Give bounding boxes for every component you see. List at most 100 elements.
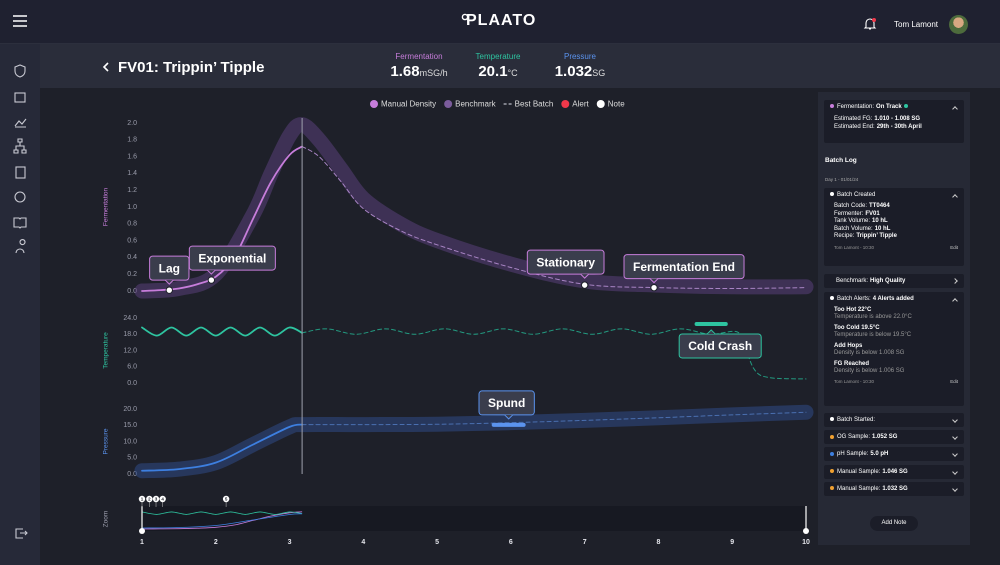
note-marker[interactable] [222, 495, 230, 503]
zoom-handle-knob[interactable] [803, 528, 809, 534]
legend-swatch [444, 100, 453, 108]
author: Tom Lamont - 10:30 [834, 245, 875, 250]
log-entry: pH Sample: 5.0 pH [824, 447, 964, 462]
chevron[interactable] [952, 468, 958, 475]
axis-label: Fermentation [103, 187, 110, 226]
chevron[interactable] [952, 417, 958, 423]
back-button[interactable] [102, 62, 110, 72]
log-entry: Manual Sample: 1.032 SG [824, 481, 964, 496]
nav-icon[interactable] [14, 118, 27, 128]
edit-link[interactable]: Edit [950, 379, 958, 384]
log-day: Day 1 - 01/01/24 [825, 177, 859, 182]
field-label: Estimated End: [834, 124, 875, 130]
field-value: 10 hL [872, 218, 888, 224]
chart: Manual Density Benchmark Best Batch Alert No… [103, 100, 814, 546]
alert-item: Too Cold 19.5°C Temperature is below 19.5… [830, 325, 958, 338]
metric: Temperature 20.1°C [448, 52, 548, 81]
button-label: Add Note [881, 520, 907, 526]
note-marker[interactable] [138, 495, 146, 503]
metric-label: Pressure [563, 52, 596, 61]
chevron[interactable] [952, 434, 958, 441]
legend-swatch [561, 100, 570, 108]
data-line [301, 146, 807, 289]
benchmark-card: Benchmark: High Quality [824, 274, 964, 288]
axis-label: Pressure [103, 428, 110, 454]
y-tick-label: 1.8 [127, 137, 137, 144]
callout-box [678, 333, 762, 359]
field-value: 4 Alerts added [872, 296, 914, 302]
created-card: Batch Created Batch Code: TT0464 Fermenter:… [824, 188, 964, 266]
callout-label: Lag [159, 261, 180, 275]
benchmark-row: Benchmark: High Quality [830, 278, 958, 284]
data-line [301, 328, 807, 380]
field-value: FV01 [865, 210, 880, 217]
field-label: Batch Alerts: [837, 296, 871, 302]
legend-swatch [596, 100, 605, 108]
y-tick-label: 0.2 [127, 271, 137, 278]
note-marker[interactable] [146, 495, 153, 503]
benchmark-band [134, 404, 814, 479]
x-tick-label: 2 [214, 539, 218, 546]
field-label: Batch Volume: [834, 225, 873, 232]
nav-icon[interactable] [15, 528, 28, 539]
status-dot [830, 486, 834, 491]
field-value: 5.0 pH [870, 451, 889, 458]
data-line [141, 423, 303, 472]
field-label: Estimated FG: [834, 116, 873, 122]
y-tick-label: 1.4 [127, 170, 137, 177]
metric: Fermentation 1.68mSG/h [369, 52, 469, 81]
y-tick-label: 2.0 [127, 120, 137, 127]
status-dot [830, 451, 834, 456]
log-entry: OG Sample: 1.052 SG [824, 430, 964, 445]
axis-label: Temperature [103, 332, 110, 369]
avatar[interactable] [949, 15, 968, 34]
nav-icon[interactable] [14, 191, 26, 203]
chevron[interactable] [952, 451, 958, 458]
field-row: Estimated End: 29th - 30th April [830, 124, 958, 130]
menu-button[interactable] [13, 15, 27, 27]
notifications[interactable] [863, 17, 877, 31]
legend-swatch [370, 100, 378, 108]
nav-icon[interactable] [15, 239, 26, 254]
field-label: Batch Started: [837, 417, 876, 423]
event-range [491, 422, 526, 427]
alert-title: Too Cold 19.5°C [834, 325, 880, 331]
note-marker[interactable] [159, 495, 166, 503]
field-row: Batch Volume: 10 hL [830, 226, 958, 232]
metric-unit: SG [592, 68, 606, 78]
metric-label: Temperature [475, 52, 521, 61]
note-number: 2 [148, 497, 151, 502]
nav-icon[interactable] [13, 217, 27, 229]
y-tick-label: 6.0 [127, 364, 137, 371]
annotation: Stationary [526, 249, 605, 289]
event-point [165, 286, 173, 294]
chevron[interactable] [952, 485, 958, 492]
nav-icon[interactable] [15, 166, 26, 179]
legend-label: Manual Density [381, 100, 436, 109]
event-point [650, 283, 658, 292]
legend-label: Alert [572, 100, 589, 109]
legend-label: Benchmark [455, 100, 496, 109]
chart-area: Manual Density Benchmark Best Batch Alert No… [103, 100, 814, 546]
status-row: Fermentation: On Track [830, 104, 958, 110]
status-value: On Track [876, 104, 902, 110]
nav-icon[interactable] [14, 92, 26, 103]
metric-value-row: 20.1°C [448, 63, 548, 81]
edit-link[interactable]: Edit [950, 245, 958, 250]
note-marker[interactable] [152, 495, 160, 503]
y-tick-label: 1.6 [127, 153, 137, 160]
annotation: Spund [478, 390, 535, 427]
batch-panel: Fermentation: On Track Estimated FG: 1.010 … [818, 92, 970, 545]
user-name: Tom Lamont [894, 20, 939, 29]
y-tick-label: 5.0 [127, 455, 137, 462]
nav-icon[interactable] [14, 64, 26, 78]
nav-icon[interactable] [13, 138, 27, 154]
status-dot [830, 296, 834, 301]
zoom-handle-knob[interactable] [139, 528, 145, 534]
callout-box [526, 249, 605, 275]
callout-label: Cold Crash [688, 339, 752, 353]
add-note-button[interactable]: Add Note [870, 516, 918, 531]
y-tick-label: 20.0 [123, 406, 137, 413]
field-label: Batch Code: [834, 203, 868, 209]
